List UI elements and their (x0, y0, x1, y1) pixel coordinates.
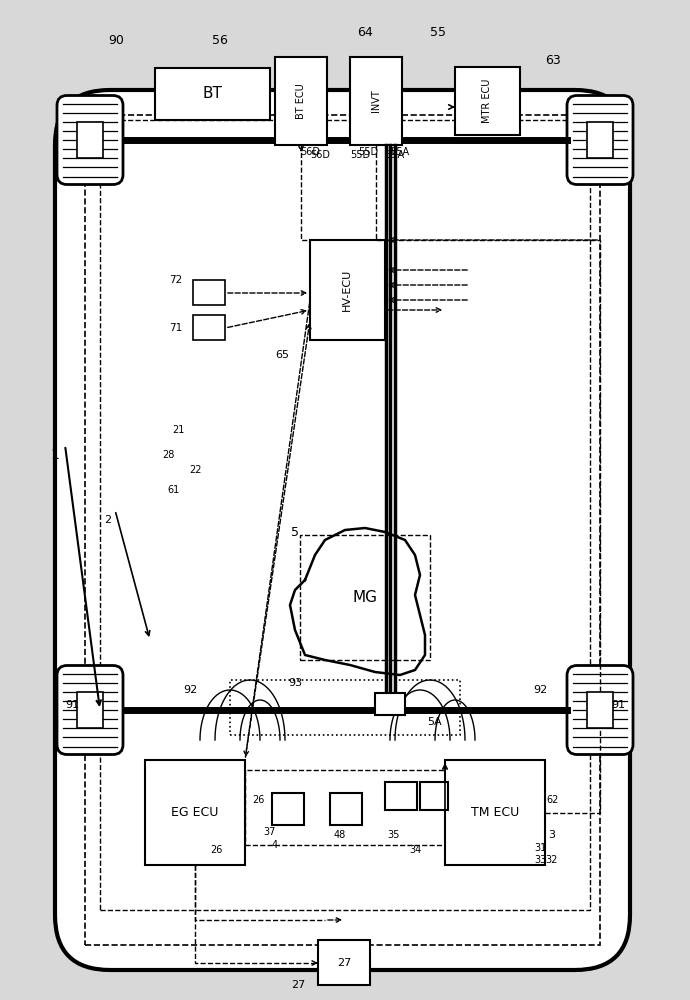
Text: 56D: 56D (300, 147, 320, 157)
Bar (350, 57, 402, 145)
Text: 55A: 55A (386, 150, 404, 160)
Text: HV-ECU: HV-ECU (342, 269, 352, 311)
Text: 92: 92 (533, 685, 547, 695)
FancyBboxPatch shape (567, 96, 633, 184)
Text: TM ECU: TM ECU (471, 806, 519, 820)
Polygon shape (290, 528, 425, 675)
Text: 55: 55 (430, 25, 446, 38)
Text: BT: BT (202, 87, 222, 102)
Text: 91: 91 (65, 700, 79, 710)
Bar (152, 765, 232, 835)
Text: 4: 4 (272, 840, 278, 850)
Text: MTR ECU: MTR ECU (482, 79, 492, 123)
Text: EG ECU: EG ECU (171, 806, 219, 820)
Text: 27: 27 (337, 958, 351, 968)
Bar (445, 760, 545, 865)
Text: 26: 26 (252, 795, 264, 805)
Text: 56: 56 (212, 33, 228, 46)
Text: 2: 2 (104, 515, 112, 525)
Text: 26: 26 (210, 845, 222, 855)
Text: 92: 92 (183, 685, 197, 695)
Bar (275, 57, 327, 145)
Text: 35: 35 (387, 830, 400, 840)
Text: 27: 27 (290, 980, 305, 990)
Text: 65: 65 (275, 350, 289, 360)
Bar (420, 782, 448, 810)
Text: 55D: 55D (350, 150, 370, 160)
Text: 3: 3 (549, 830, 555, 840)
Text: INVT: INVT (371, 90, 381, 112)
Text: MG: MG (353, 589, 377, 604)
Text: 5A: 5A (428, 717, 442, 727)
Text: 55D: 55D (358, 147, 378, 157)
Bar (193, 315, 225, 340)
Text: 21: 21 (172, 425, 185, 435)
Text: 28: 28 (163, 450, 175, 460)
Text: 62: 62 (546, 795, 559, 805)
Text: 1: 1 (50, 448, 59, 462)
FancyBboxPatch shape (57, 96, 123, 184)
Bar (330, 793, 362, 825)
Text: 63: 63 (545, 53, 561, 66)
FancyBboxPatch shape (567, 666, 633, 754)
Text: 33: 33 (534, 855, 546, 865)
Bar (375, 693, 405, 715)
Bar (245, 770, 465, 845)
Text: 90: 90 (108, 33, 124, 46)
Bar (310, 240, 385, 340)
Text: 71: 71 (169, 323, 182, 333)
Text: 22: 22 (189, 465, 201, 475)
Text: 32: 32 (546, 855, 558, 865)
Text: 37: 37 (264, 827, 276, 837)
FancyBboxPatch shape (55, 90, 630, 970)
Text: 5: 5 (291, 526, 299, 538)
Text: 61: 61 (168, 485, 180, 495)
Bar (77, 122, 103, 158)
Bar (385, 782, 417, 810)
Text: 64: 64 (357, 25, 373, 38)
Text: 55A: 55A (391, 147, 410, 157)
Bar (145, 760, 245, 865)
Bar (85, 115, 600, 945)
Bar (230, 680, 460, 735)
Bar (300, 535, 430, 660)
Text: 48: 48 (334, 830, 346, 840)
Text: 34: 34 (409, 845, 421, 855)
FancyBboxPatch shape (57, 666, 123, 754)
Bar (155, 68, 270, 120)
Bar (272, 793, 304, 825)
Bar (587, 692, 613, 728)
Bar (455, 67, 520, 135)
Bar (193, 280, 225, 305)
Text: 93: 93 (288, 678, 302, 688)
Text: 91: 91 (611, 700, 625, 710)
Text: 72: 72 (169, 275, 182, 285)
Bar (587, 122, 613, 158)
Text: 56D: 56D (310, 150, 330, 160)
Bar (77, 692, 103, 728)
Text: 31: 31 (534, 843, 546, 853)
Bar (100, 120, 590, 910)
Text: BT ECU: BT ECU (296, 83, 306, 119)
Bar (318, 940, 370, 985)
